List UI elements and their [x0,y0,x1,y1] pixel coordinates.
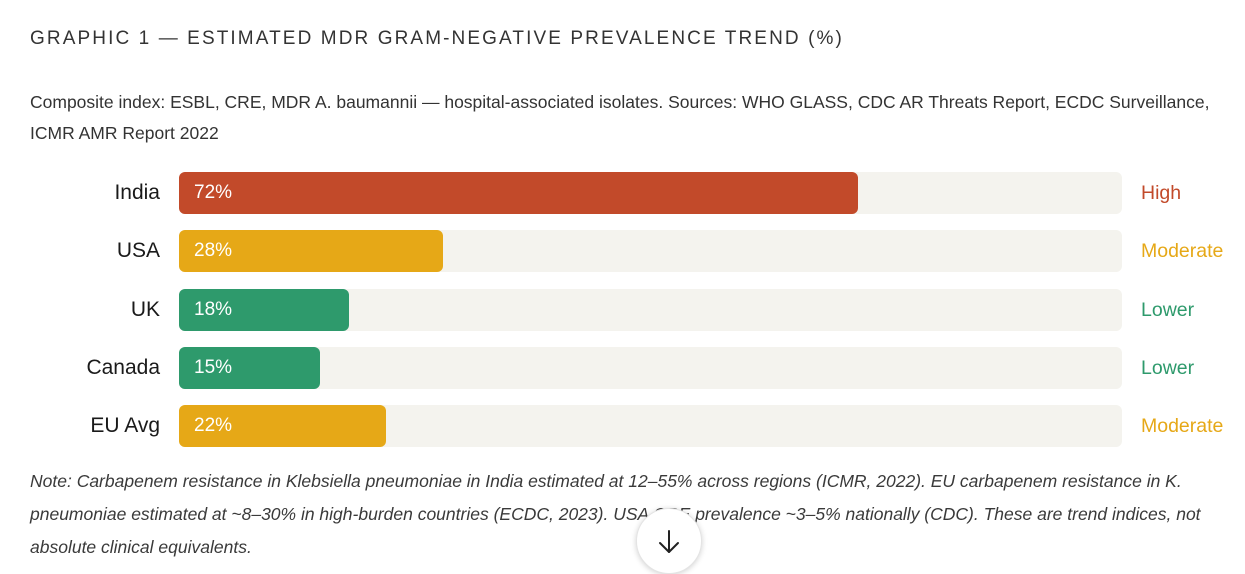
bar-level-label: Moderate [1141,415,1224,438]
scroll-down-button[interactable] [636,508,702,574]
bar-level-label: Lower [1141,298,1195,321]
bar-category-label: UK [130,297,160,321]
bar-track: 22% [179,405,1122,448]
bar-track: 72% [179,172,1122,214]
bar-category-label: EU Avg [90,414,160,438]
bar-category-label: Canada [86,355,160,379]
bar-row-eu-avg: EU Avg 22% Moderate [0,405,1245,448]
bar-row-canada: Canada 15% Lower [0,346,1245,389]
arrow-down-icon [659,530,679,553]
bar-row-usa: USA 28% Moderate [0,230,1245,273]
bar-value-label: 72% [194,182,233,203]
bar-row-uk: UK 18% Lower [0,288,1245,331]
bar-level-label: Moderate [1141,240,1224,263]
bar-value-label: 15% [194,356,233,378]
bar-track: 15% [179,346,1122,389]
bar-row-india: India 72% High [0,172,1245,214]
bar-value-label: 22% [194,415,233,437]
bar-track: 28% [179,230,1122,273]
chart-note: Note: Carbapenem resistance in Klebsiell… [30,471,1201,557]
bar-track: 18% [179,288,1122,331]
bar-eu-avg: 22% [179,405,387,448]
chart-subtitle: Composite index: ESBL, CRE, MDR A. bauma… [30,92,1210,143]
bar-uk: 18% [179,288,349,331]
bar-usa: 28% [179,230,444,273]
bar-canada: 15% [179,346,321,389]
bar-india: 72% [179,172,858,214]
bar-level-label: High [1141,182,1182,204]
chart-title: GRAPHIC 1 — ESTIMATED MDR GRAM-NEGATIVE … [30,28,844,49]
bar-value-label: 28% [194,240,233,262]
bar-value-label: 18% [194,298,233,320]
bar-category-label: USA [116,239,160,263]
bar-category-label: India [114,181,160,204]
bar-level-label: Lower [1141,356,1195,379]
